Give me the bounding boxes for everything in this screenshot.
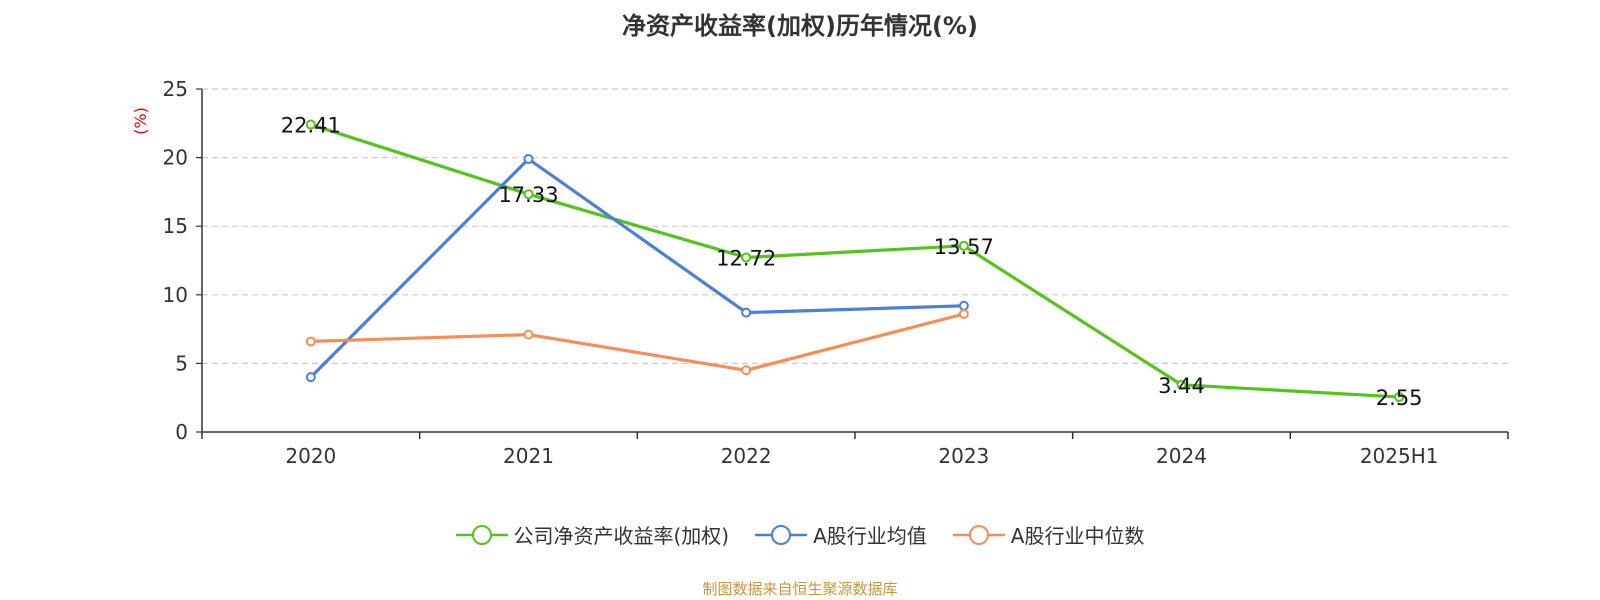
legend-label: 公司净资产收益率(加权) <box>513 524 730 548</box>
x-tick-label: 2023 <box>938 444 989 468</box>
data-point <box>523 329 534 340</box>
legend-line-circle-icon <box>952 524 1005 545</box>
legend: 公司净资产收益率(加权) A股行业均值 A股行业中位数 <box>0 520 1600 549</box>
y-axis-label: (%) <box>131 107 150 135</box>
data-point <box>958 300 969 311</box>
data-label: 13.57 <box>934 235 994 259</box>
data-label: 2.55 <box>1376 386 1423 410</box>
x-tick-label: 2021 <box>503 444 554 468</box>
y-tick-label: 25 <box>163 77 188 101</box>
data-labels: 22.41 17.33 12.72 13.57 3.44 2.55 <box>281 114 1423 410</box>
legend-item-0[interactable]: 公司净资产收益率(加权) <box>455 520 730 549</box>
axes: 0 5 10 15 20 25 2020 2021 2022 2023 2024 2025H1 <box>163 77 1509 468</box>
gridlines <box>202 88 1508 364</box>
series-line-2 <box>309 312 966 372</box>
series-line-1 <box>309 157 966 379</box>
data-point <box>741 307 752 318</box>
legend-label: A股行业中位数 <box>1010 524 1145 548</box>
y-tick-label: 0 <box>175 420 188 444</box>
data-point <box>305 119 316 130</box>
y-tick-label: 10 <box>163 283 188 307</box>
data-label: 22.41 <box>281 114 341 138</box>
series-line-0 <box>309 122 1401 399</box>
legend-label: A股行业均值 <box>813 524 927 548</box>
data-point <box>1394 392 1405 403</box>
legend-line-circle-icon <box>755 524 808 545</box>
chart-title: 净资产收益率(加权)历年情况(%) <box>622 12 978 40</box>
data-point <box>305 336 316 347</box>
data-point <box>523 189 534 200</box>
y-tick-label: 20 <box>163 146 188 170</box>
series-lines <box>305 119 1405 403</box>
data-point <box>958 309 969 320</box>
data-point <box>523 153 534 164</box>
source-note: 制图数据来自恒生聚源数据库 <box>702 580 898 598</box>
x-tick-label: 2024 <box>1156 444 1207 468</box>
legend-line-circle-icon <box>455 524 508 545</box>
y-tick-label: 15 <box>163 214 188 238</box>
data-point <box>1176 379 1187 390</box>
legend-item-2[interactable]: A股行业中位数 <box>952 520 1145 549</box>
data-point <box>741 252 752 263</box>
data-point <box>741 365 752 376</box>
data-point <box>305 372 316 383</box>
data-point <box>958 240 969 251</box>
data-label: 3.44 <box>1158 374 1205 398</box>
data-label: 17.33 <box>498 183 558 207</box>
x-tick-label: 2022 <box>721 444 772 468</box>
y-tick-label: 5 <box>175 351 188 375</box>
x-tick-label: 2025H1 <box>1360 444 1439 468</box>
data-label: 12.72 <box>716 246 776 270</box>
x-tick-label: 2020 <box>285 444 336 468</box>
legend-item-1[interactable]: A股行业均值 <box>755 520 927 549</box>
